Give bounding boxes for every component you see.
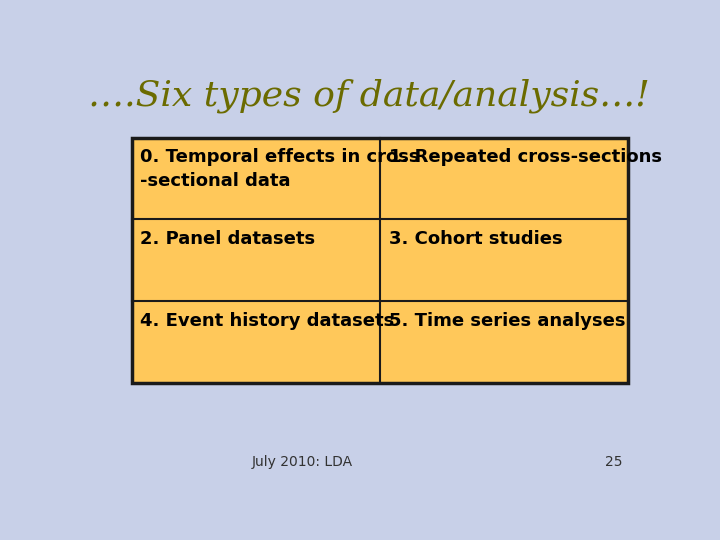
Text: July 2010: LDA: July 2010: LDA	[251, 455, 353, 469]
Text: 5. Time series analyses: 5. Time series analyses	[389, 312, 625, 329]
Text: 2. Panel datasets: 2. Panel datasets	[140, 230, 315, 248]
Bar	[132, 138, 629, 383]
Text: 0. Temporal effects in cross
-sectional data: 0. Temporal effects in cross -sectional …	[140, 148, 420, 190]
Bar	[132, 138, 629, 383]
Text: 4. Event history datasets: 4. Event history datasets	[140, 312, 395, 329]
Text: 1. Repeated cross-sections: 1. Repeated cross-sections	[389, 148, 662, 166]
Text: 3. Cohort studies: 3. Cohort studies	[389, 230, 562, 248]
Text: ….Six types of data/analysis…!: ….Six types of data/analysis…!	[88, 79, 650, 113]
Text: 25: 25	[606, 455, 623, 469]
